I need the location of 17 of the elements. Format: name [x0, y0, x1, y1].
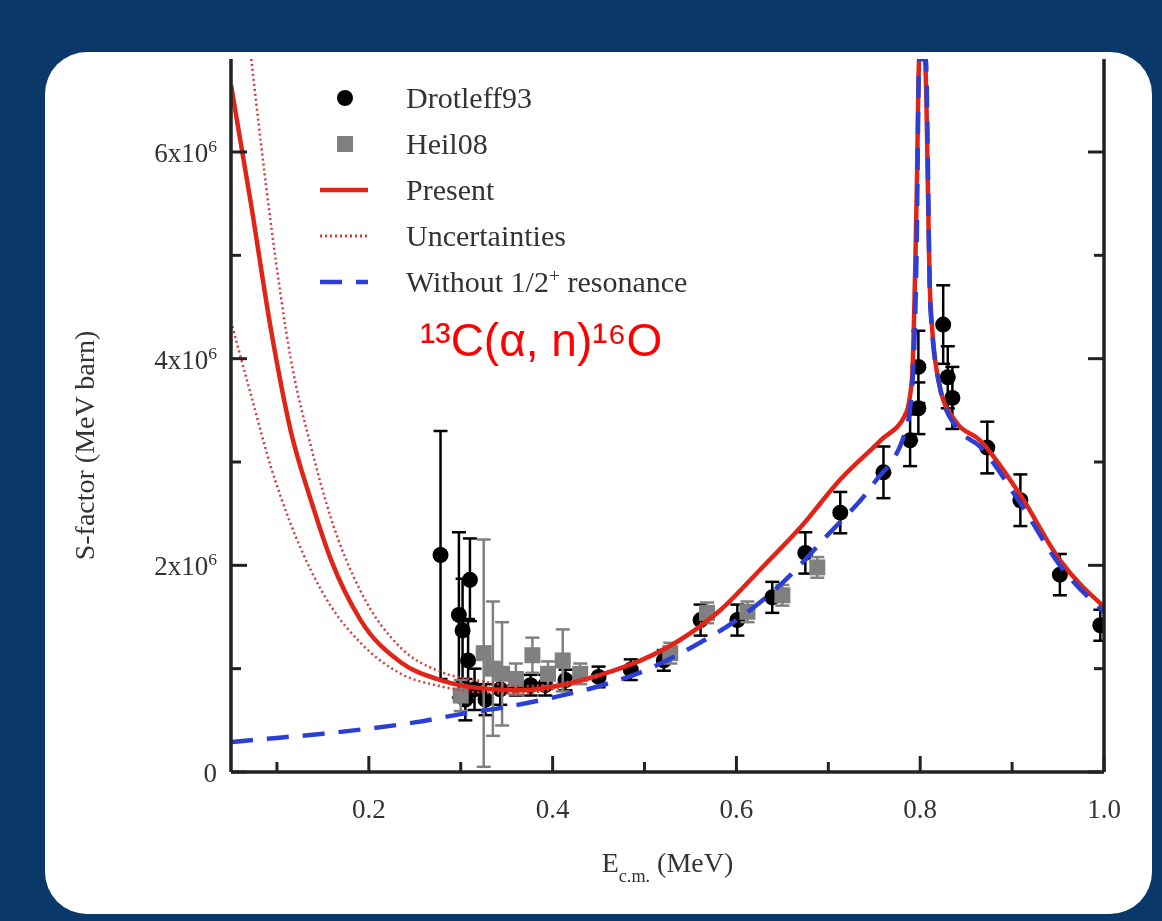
y-tick-label: 0	[203, 758, 217, 788]
legend-label: Heil08	[406, 127, 488, 160]
legend-label: Present	[406, 173, 495, 206]
x-axis-title: E$_{c.m.}$ (MeV)	[601, 847, 734, 886]
legend-label: Drotleff93	[406, 81, 533, 114]
y-axis-title: S-factor (MeV barn)	[69, 330, 100, 561]
x-tick-label: 0.4	[535, 794, 571, 824]
annotation: ¹³C(α, n)¹⁶O	[420, 314, 663, 366]
y-tick-label: 6x10$^{6}$	[154, 136, 218, 168]
x-tick-label: 0.2	[351, 794, 386, 824]
x-tick-label: 0.6	[719, 794, 754, 824]
x-tick-label: 1.0	[1087, 794, 1121, 824]
legend-label: Uncertainties	[406, 219, 566, 252]
y-tick-label: 2x10$^{6}$	[154, 549, 218, 582]
y-tick-label: 4x10$^{6}$	[154, 342, 218, 375]
x-tick-label: 0.8	[903, 794, 938, 824]
legend-label: Without 1/2$^{+}$ resonance	[406, 264, 688, 298]
